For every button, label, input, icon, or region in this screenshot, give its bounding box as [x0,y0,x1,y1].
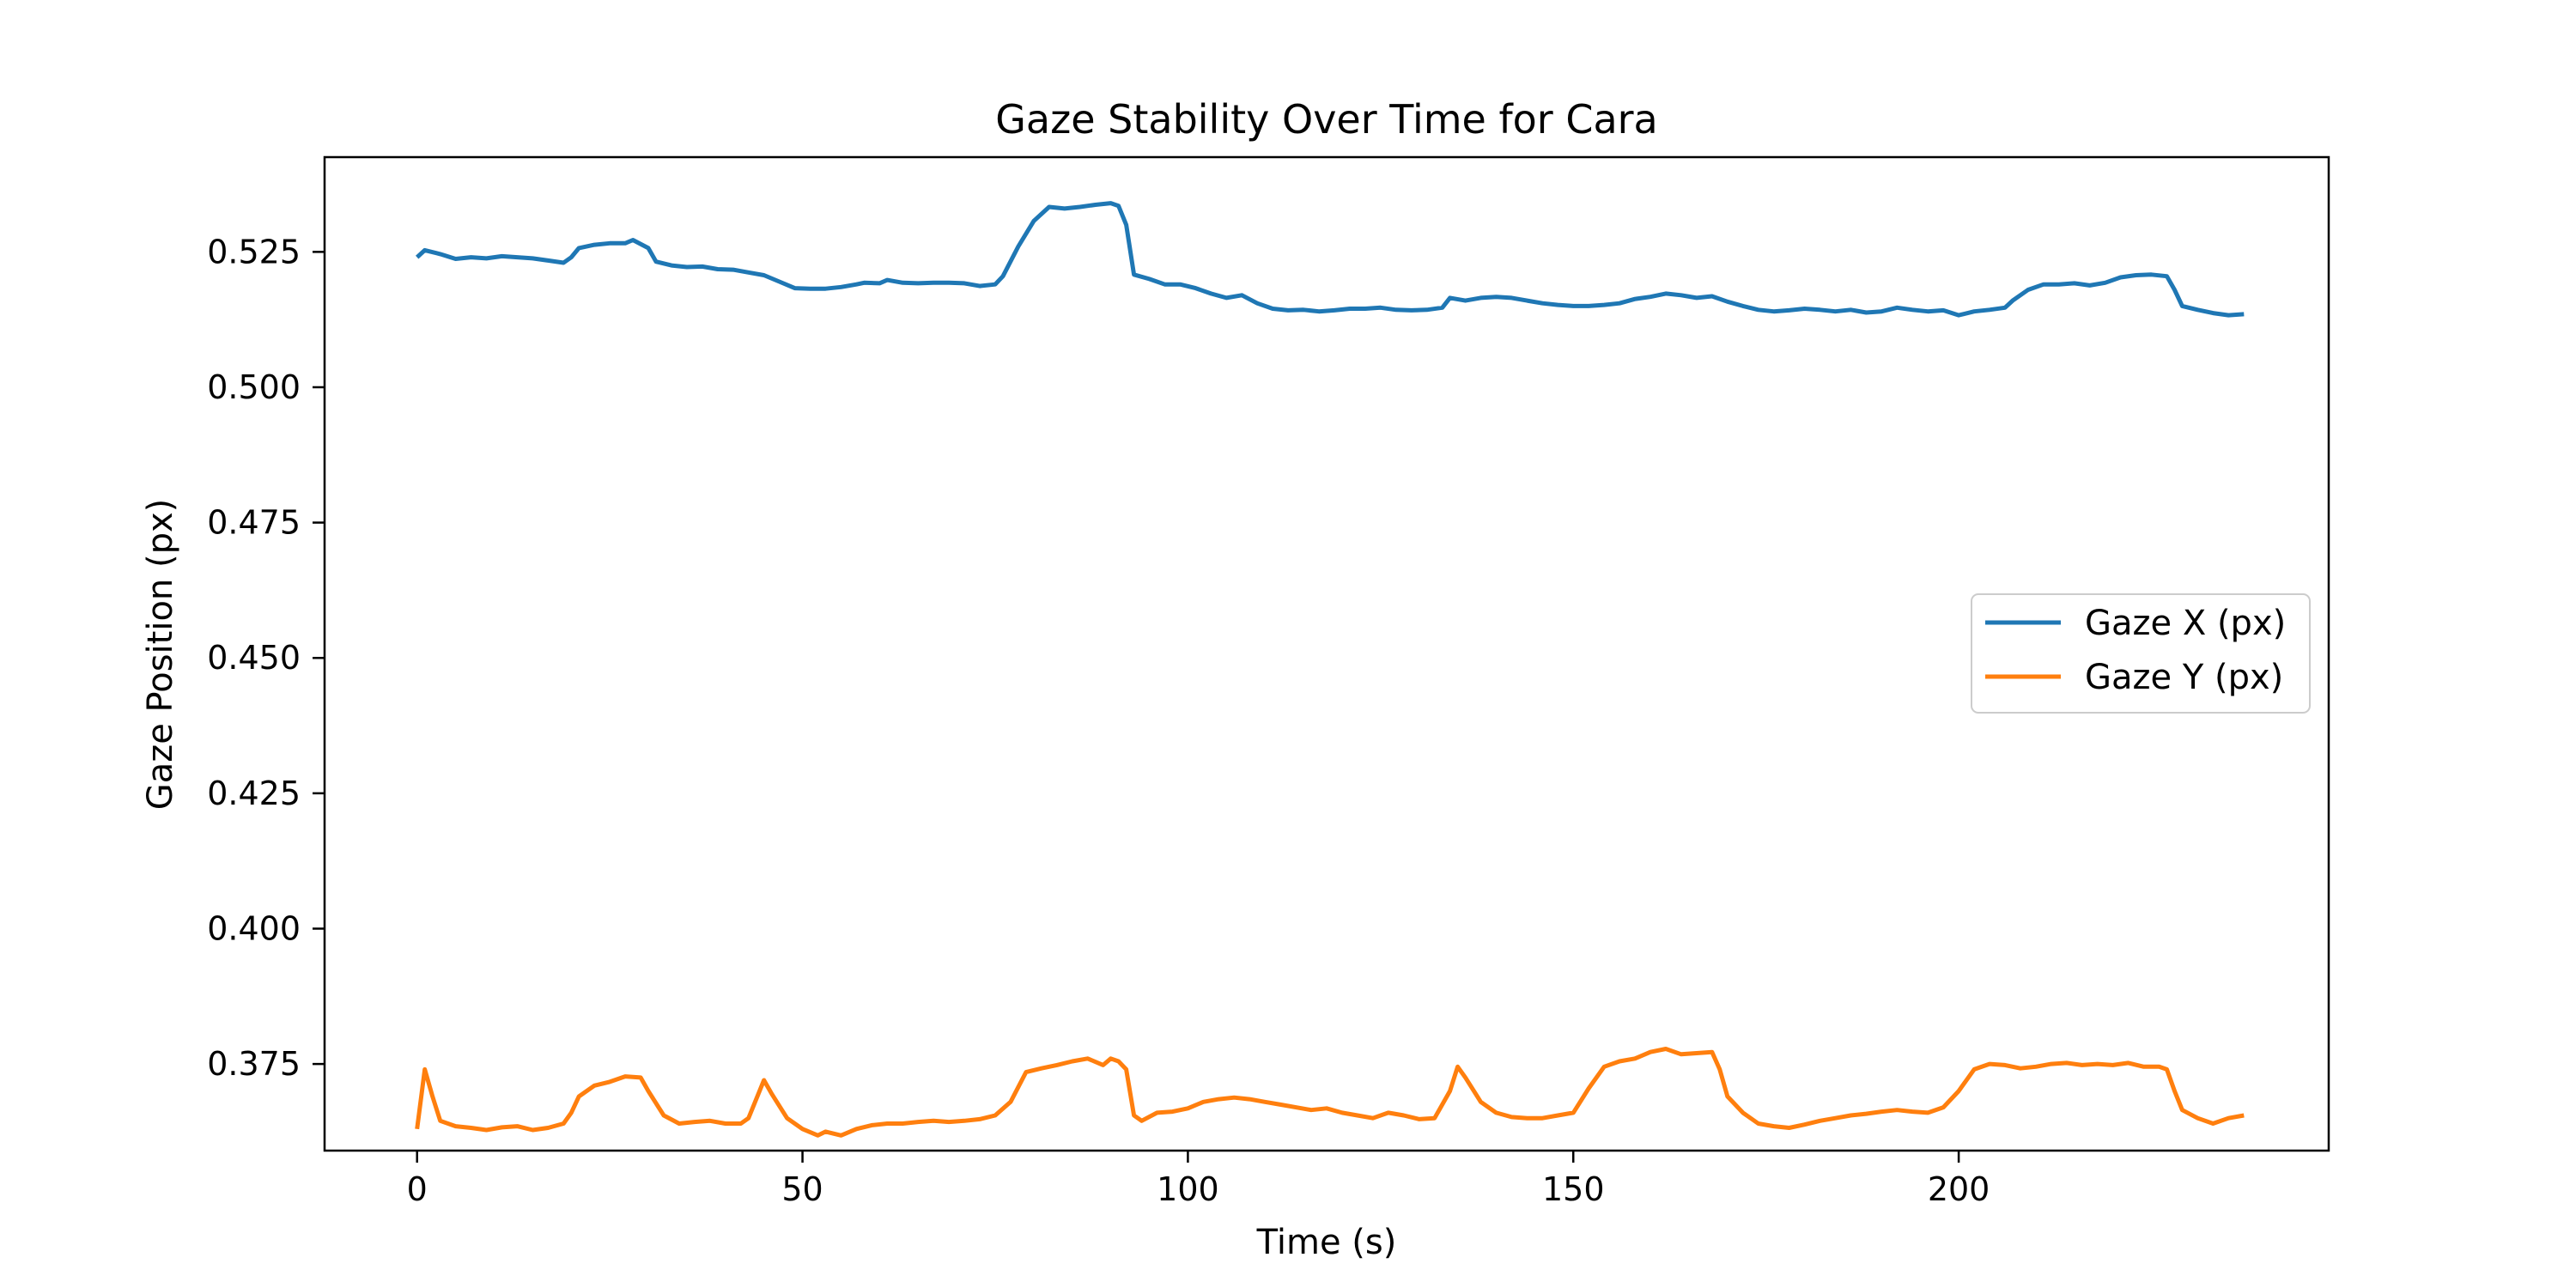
y-tick-label: 0.375 [207,1045,301,1083]
y-tick-label: 0.525 [207,233,301,270]
y-tick-label: 0.450 [207,639,301,677]
series-line-gaze-x [416,201,2245,318]
y-tick-label: 0.475 [207,504,301,542]
x-axis-ticks: 0 50 100 150 200 [407,1151,1990,1208]
y-tick-label: 0.425 [207,775,301,812]
x-tick-label: 50 [781,1170,823,1208]
plot-frame [323,155,2330,1152]
y-axis-ticks: 0.375 0.400 0.425 0.450 0.475 0.500 0.525 [207,233,325,1083]
legend-label-gaze-y: Gaze Y (px) [2085,658,2283,697]
plot-lines [415,201,2245,1138]
x-tick-label: 0 [407,1170,428,1208]
chart-title: Gaze Stability Over Time for Cara [995,96,1658,143]
y-tick-label: 0.500 [207,368,301,406]
x-tick-label: 200 [1928,1170,1990,1208]
y-tick-label: 0.400 [207,909,301,947]
x-tick-label: 150 [1542,1170,1605,1208]
legend: Gaze X (px) Gaze Y (px) [1971,593,2311,714]
legend-label-gaze-x: Gaze X (px) [2085,604,2286,643]
x-axis-label: Time (s) [1256,1223,1397,1262]
x-tick-label: 100 [1157,1170,1219,1208]
series-line-gaze-y [415,1047,2245,1138]
y-axis-label: Gaze Position (px) [141,499,180,811]
